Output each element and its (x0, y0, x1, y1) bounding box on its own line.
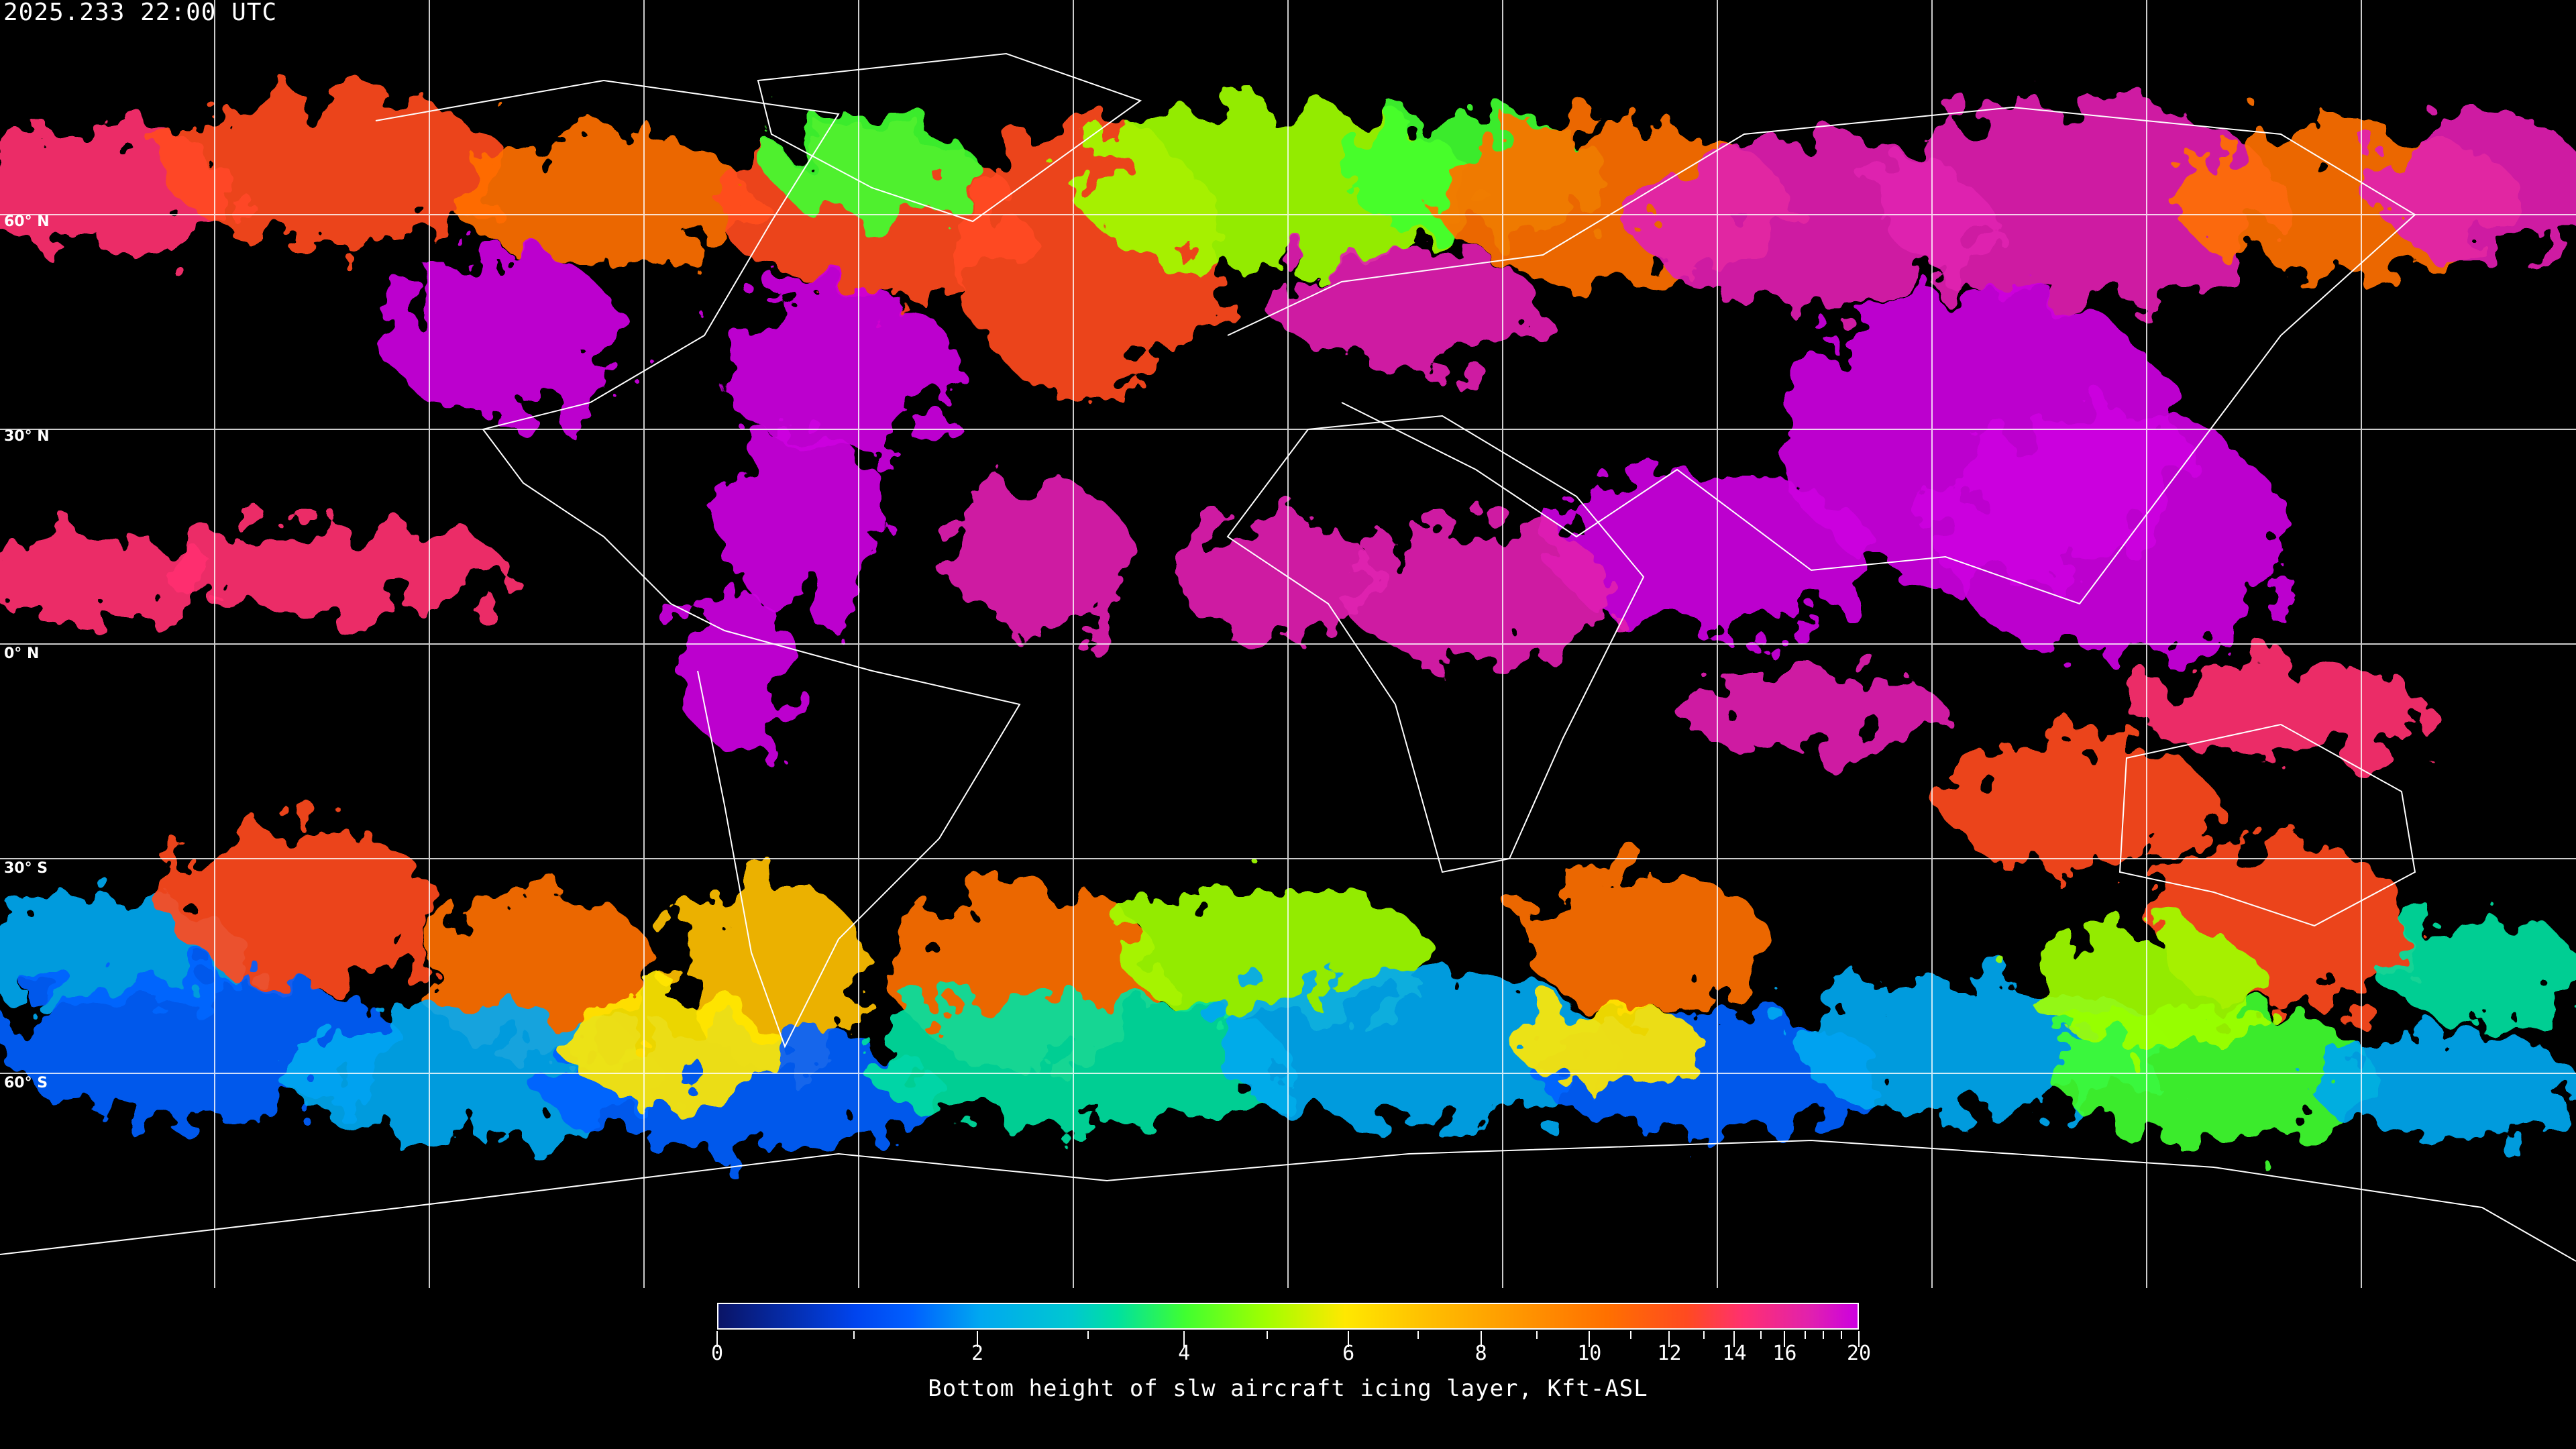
cloud-region (1677, 671, 1945, 751)
cloud-region (718, 288, 959, 449)
coastline (1227, 106, 2416, 605)
colorbar (717, 1303, 1859, 1330)
icing-map: 60° N 30° N 0° N 30° S 60° S 2025.233 22… (0, 0, 2576, 1288)
cloud-region (1878, 101, 2281, 302)
minor-tick (1267, 1331, 1269, 1339)
cloud-region (724, 429, 885, 617)
lat-label-30n: 30° N (4, 428, 50, 445)
cloud-region (1174, 517, 1375, 637)
cloud-region (1275, 248, 1543, 369)
cloud-region (771, 114, 973, 221)
cloud-region (1945, 738, 2214, 872)
minor-tick (1805, 1331, 1806, 1339)
major-tick (716, 1331, 718, 1347)
timestamp-title: 2025.233 22:00 UTC (3, 0, 278, 26)
cloud-region (1523, 865, 1764, 1013)
minor-tick (1841, 1331, 1843, 1339)
major-tick (1183, 1331, 1185, 1347)
lat-label-60s: 60° S (4, 1075, 48, 1091)
lat-label-0: 0° N (4, 645, 40, 662)
graticule (0, 0, 2576, 1288)
cloud-region (2381, 919, 2576, 1026)
tick-label: 2 (971, 1342, 984, 1365)
major-tick (1668, 1331, 1670, 1347)
cloud-region (168, 825, 436, 986)
tick-label: 14 (1722, 1342, 1747, 1365)
cloud-region (456, 134, 751, 268)
cloud-region (2375, 114, 2576, 262)
minor-tick (1536, 1331, 1538, 1339)
lat-label-60n: 60° N (4, 213, 50, 230)
minor-tick (1087, 1331, 1089, 1339)
major-tick (1858, 1331, 1860, 1347)
tick-label: 16 (1772, 1342, 1797, 1365)
cloud-field (0, 0, 2576, 1288)
cloud-region (1342, 517, 1610, 664)
major-tick (1784, 1331, 1786, 1347)
cloud-region (1516, 1006, 1704, 1087)
minor-tick (1703, 1331, 1705, 1339)
major-tick (1348, 1331, 1350, 1347)
tick-label: 10 (1577, 1342, 1602, 1365)
cloud-region (946, 483, 1134, 631)
minor-tick (1823, 1331, 1825, 1339)
coastlines (0, 52, 2576, 1262)
tick-label: 20 (1846, 1342, 1872, 1365)
coastline (0, 1139, 2576, 1262)
tick-label: 12 (1657, 1342, 1682, 1365)
tick-label: 6 (1342, 1342, 1355, 1365)
colorbar-title: Bottom height of slw aircraft icing laye… (928, 1375, 1648, 1402)
cloud-region (2133, 664, 2428, 758)
cloud-region (684, 590, 792, 751)
tick-label: 4 (1178, 1342, 1191, 1365)
tick-label: 0 (710, 1342, 724, 1365)
cloud-region (382, 255, 624, 416)
minor-tick (1417, 1331, 1419, 1339)
coastline (375, 79, 1021, 1049)
cloud-region (1550, 470, 1872, 631)
coastline (2118, 723, 2416, 927)
tick-label: 8 (1474, 1342, 1487, 1365)
cloud-region (564, 993, 778, 1100)
cloud-region (161, 94, 510, 241)
cloud-region (1939, 416, 2288, 657)
cloud-region (161, 523, 510, 617)
cloud-region (1208, 973, 1610, 1120)
minor-tick (853, 1331, 855, 1339)
major-tick (1589, 1331, 1591, 1347)
cloud-region (2314, 1033, 2576, 1140)
coastline (757, 52, 1142, 223)
minor-tick (1760, 1331, 1762, 1339)
major-tick (977, 1331, 979, 1347)
lat-label-30s: 30° S (4, 860, 48, 877)
major-tick (1480, 1331, 1482, 1347)
cloud-region (0, 537, 221, 617)
major-tick (1733, 1331, 1735, 1347)
minor-tick (1629, 1331, 1631, 1339)
